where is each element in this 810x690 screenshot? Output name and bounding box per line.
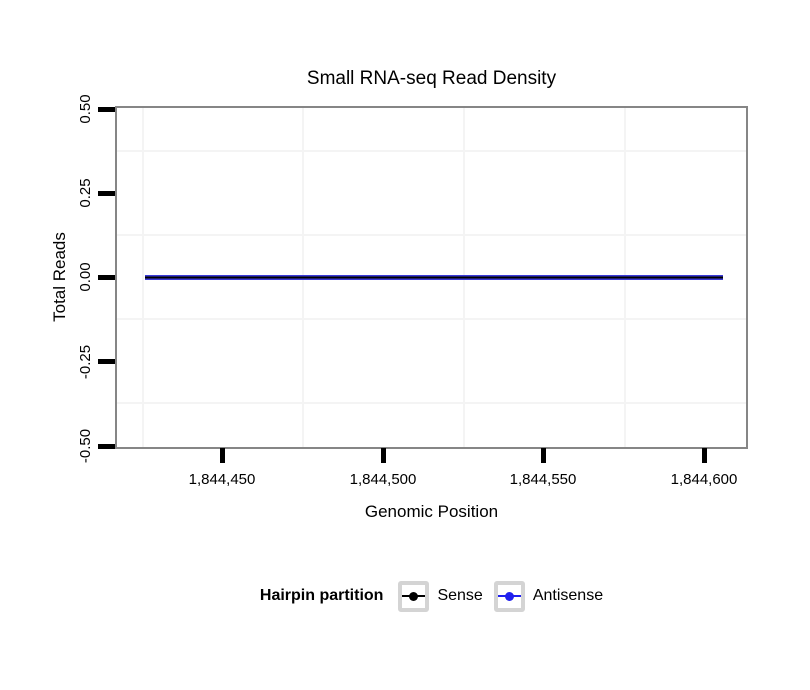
x-tick-label: 1,844,500 [349,471,417,488]
legend-entry-antisense: Antisense [493,580,604,612]
minor-gridline-h [117,150,746,152]
x-axis-title: Genomic Position [364,502,499,521]
sense-line-point-icon [398,580,430,612]
chart-title: Small RNA-seq Read Density [306,68,557,89]
x-tick-label: 1,844,450 [188,471,256,488]
y-tick [98,444,115,449]
y-tick [98,191,115,196]
x-tick [381,448,386,463]
minor-gridline-h [117,402,746,404]
antisense-line-point-icon [493,580,525,612]
x-tick [702,448,707,463]
read-density-zero-line [145,275,723,280]
minor-gridline-h [117,318,746,320]
minor-gridline-h [117,234,746,236]
y-tick-label: 0.50 [77,94,94,124]
legend-title: Hairpin partition [259,587,384,604]
legend-label-antisense: Antisense [532,587,604,604]
y-axis-title: Total Reads [50,232,69,322]
y-tick [98,107,115,112]
legend: Hairpin partition Sense Antisense [115,577,748,615]
x-tick-label: 1,844,550 [509,471,577,488]
y-tick [98,275,115,280]
y-tick-label: 0.25 [77,178,94,208]
legend-entry-sense: Sense [398,580,483,612]
y-tick-label: -0.50 [77,428,94,464]
y-tick-label: -0.25 [77,344,94,380]
x-tick [220,448,225,463]
legend-label-sense: Sense [437,587,483,604]
minor-gridline-v [142,108,144,447]
x-tick-label: 1,844,600 [670,471,738,488]
y-tick-label: 0.00 [77,262,94,292]
x-tick [541,448,546,463]
y-tick [98,359,115,364]
